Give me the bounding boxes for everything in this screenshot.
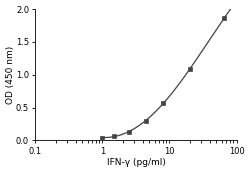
Y-axis label: OD (450 nm): OD (450 nm) xyxy=(6,46,15,104)
X-axis label: IFN-γ (pg/ml): IFN-γ (pg/ml) xyxy=(106,158,166,167)
